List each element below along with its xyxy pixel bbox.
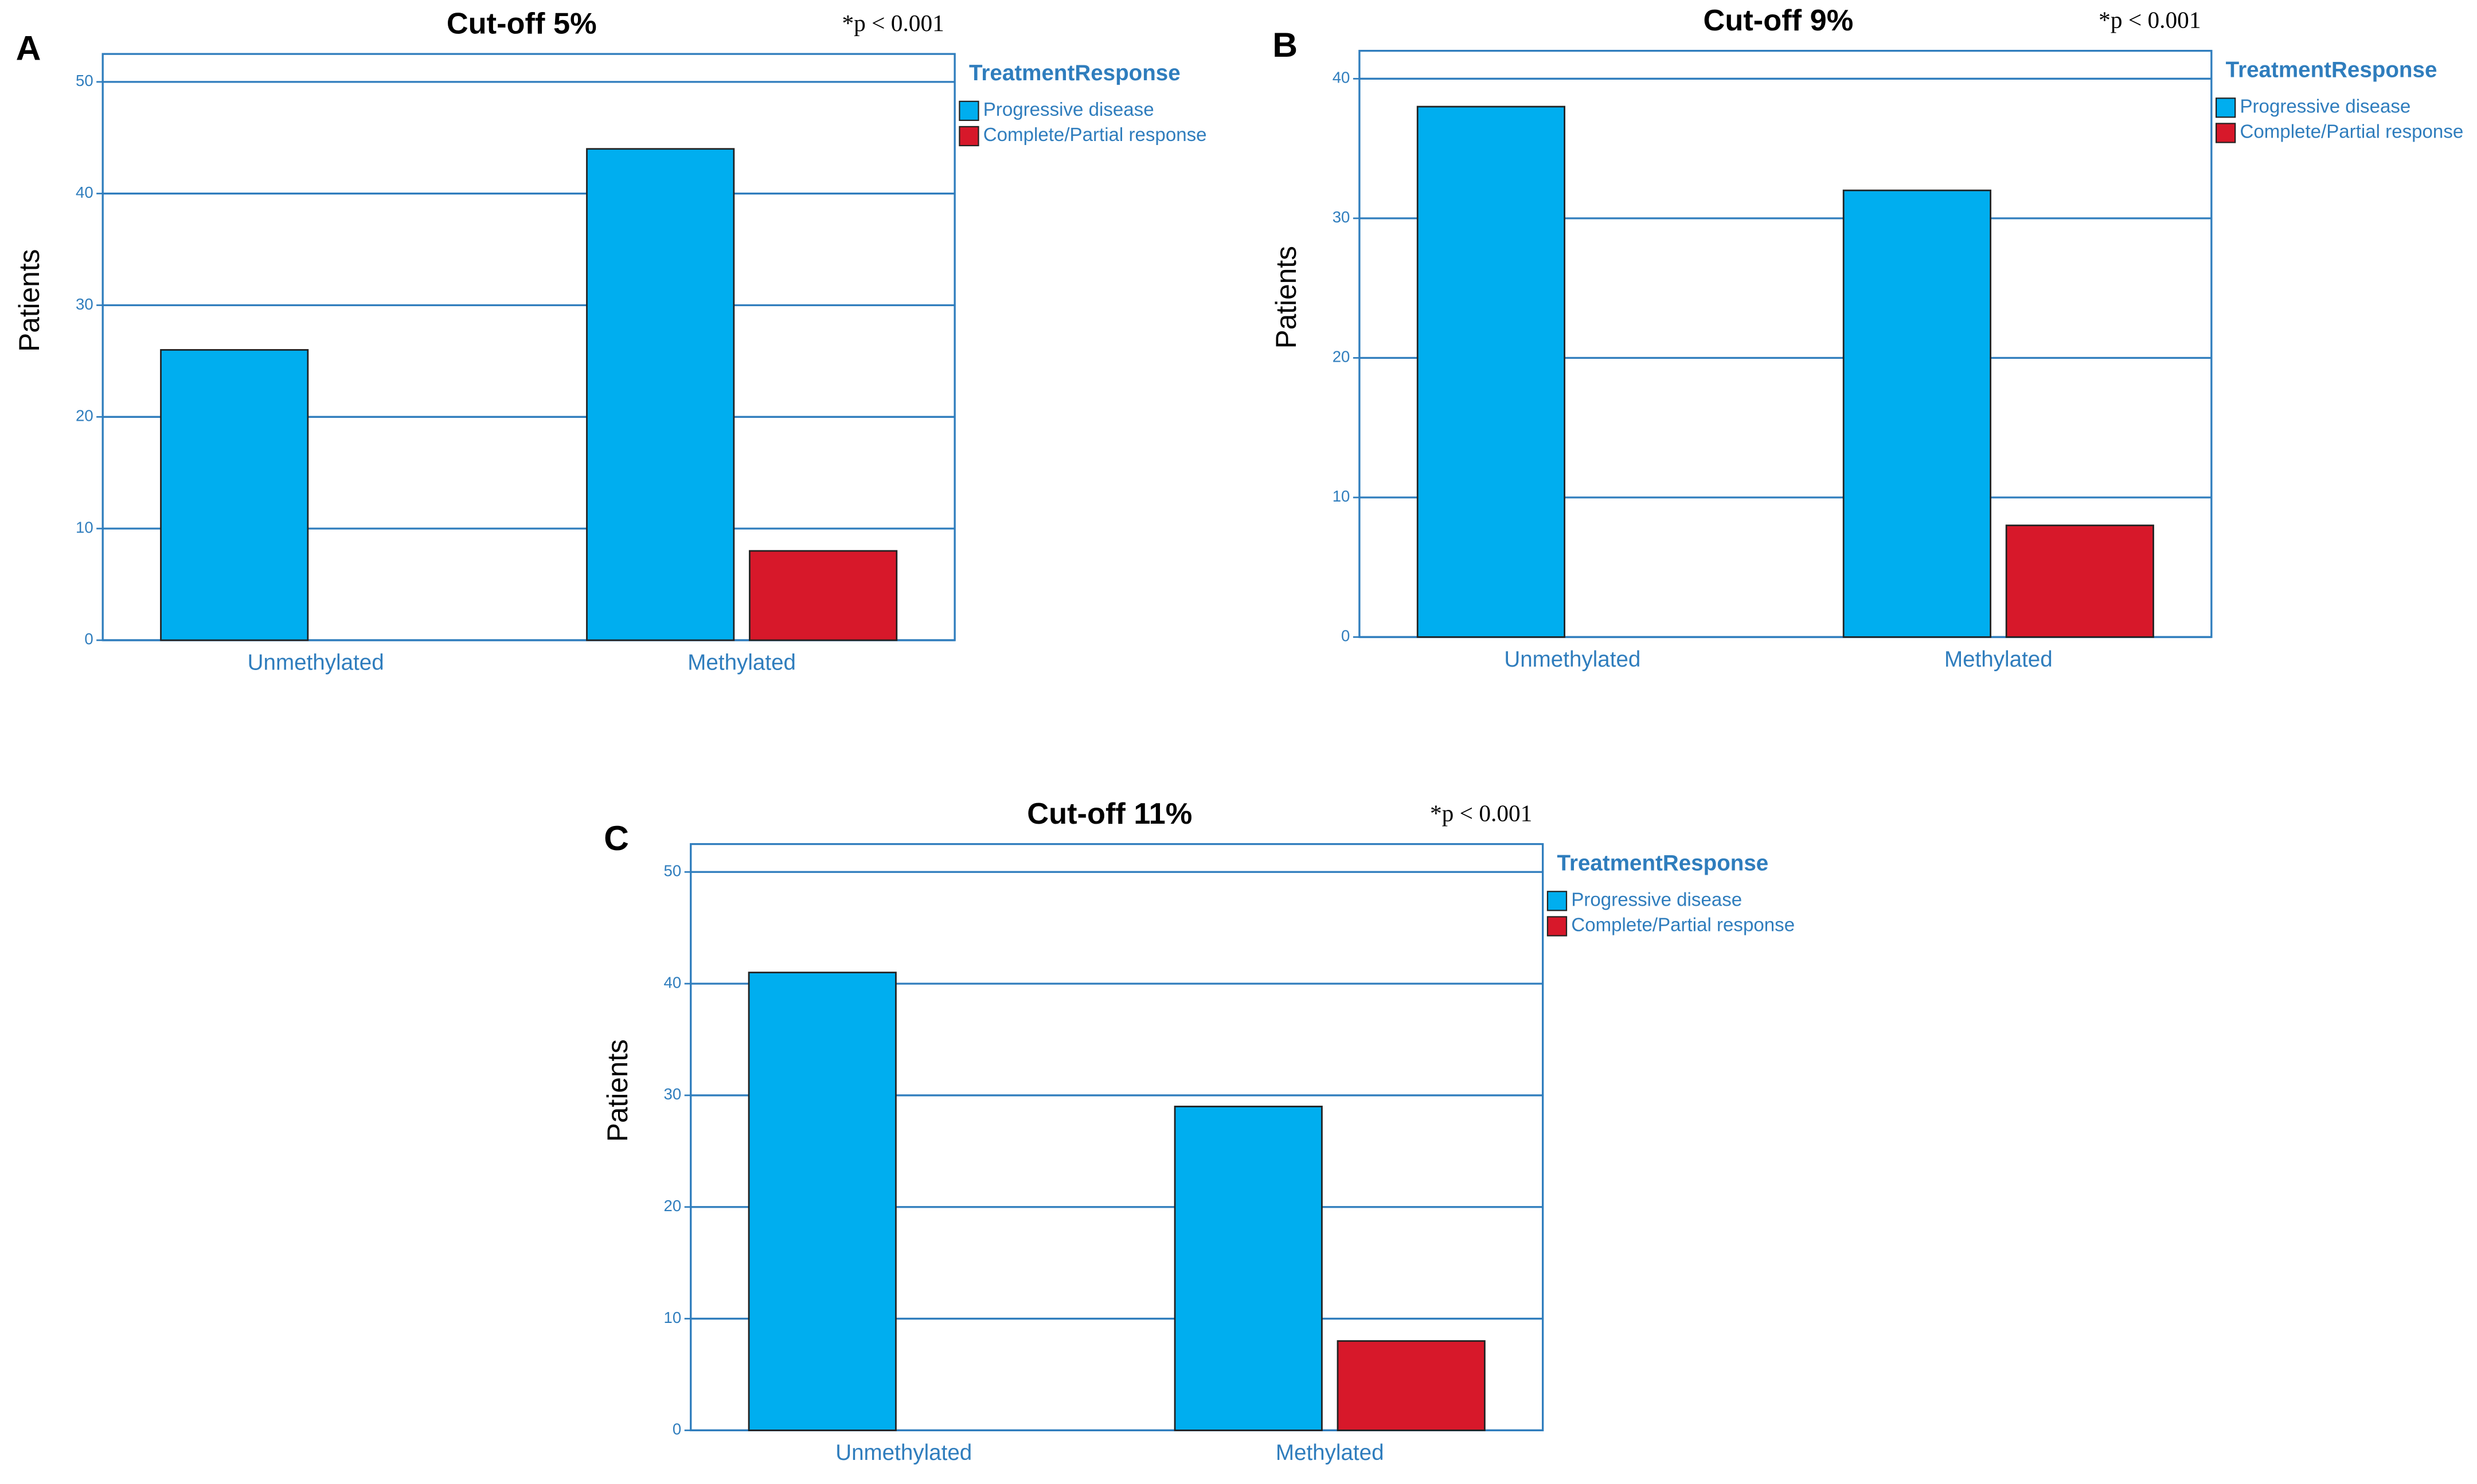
- annotation: *p < 0.001: [1430, 800, 1532, 826]
- bar: [749, 550, 898, 641]
- panel-label: A: [16, 29, 41, 68]
- x-tick-label: Methylated: [1276, 1440, 1384, 1465]
- legend-swatch: [1546, 916, 1568, 937]
- legend-title: TreatmentResponse: [2226, 58, 2437, 83]
- legend-label: Complete/Partial response: [983, 124, 1207, 146]
- y-tick-label: 40: [76, 183, 93, 201]
- y-tick-label: 20: [1333, 348, 1350, 366]
- chart-title: Cut-off 5%: [447, 7, 597, 40]
- panel-label: C: [604, 819, 629, 857]
- bar: [1174, 1106, 1323, 1431]
- bar: [1337, 1340, 1486, 1431]
- chart-panel: A Cut-off 5% *p < 0.001 Patients 0 10 20 30 40 50…: [13, 7, 1206, 675]
- panel-label: B: [1272, 25, 1298, 64]
- legend-label: Progressive disease: [2240, 96, 2410, 118]
- y-tick-label: 30: [1333, 208, 1350, 226]
- y-tick-label: 0: [84, 630, 93, 648]
- x-tick-label: Unmethylated: [835, 1440, 972, 1465]
- legend-swatch: [2216, 97, 2236, 118]
- x-tick-label: Methylated: [687, 650, 796, 675]
- y-tick-label: 40: [664, 973, 682, 991]
- legend-label: Progressive disease: [1571, 890, 1742, 911]
- legend-label: Progressive disease: [983, 99, 1154, 120]
- y-tick-label: 20: [664, 1197, 682, 1215]
- bar: [1842, 189, 1991, 638]
- chart-panel: C Cut-off 11% *p < 0.001 Patients 0 10 20 30 40 5…: [601, 797, 1795, 1465]
- x-tick-label: Unmethylated: [248, 650, 384, 675]
- x-tick-label: Methylated: [1944, 647, 2053, 672]
- legend-title: TreatmentResponse: [969, 61, 1181, 85]
- y-axis-label: Patients: [601, 1039, 634, 1142]
- legend-label: Complete/Partial response: [2240, 122, 2463, 143]
- y-axis-label: Patients: [13, 249, 45, 352]
- y-tick-label: 0: [673, 1420, 681, 1438]
- legend-swatch: [959, 126, 979, 147]
- annotation: *p < 0.001: [842, 10, 944, 36]
- plot-frame: [1358, 49, 2213, 639]
- y-tick-label: 50: [664, 862, 682, 880]
- legend-title: TreatmentResponse: [1557, 851, 1769, 876]
- annotation: *p < 0.001: [2099, 6, 2201, 33]
- legend-swatch: [959, 100, 979, 122]
- y-tick-label: 50: [76, 72, 93, 89]
- legend-label: Complete/Partial response: [1571, 915, 1795, 936]
- bar: [2005, 524, 2154, 638]
- y-tick-label: 40: [1333, 69, 1350, 87]
- y-tick-label: 10: [664, 1309, 682, 1326]
- y-tick-label: 0: [1341, 627, 1350, 645]
- chart-panel: B Cut-off 9% *p < 0.001 Patients 0 10 20 30 40 Un…: [1270, 4, 2463, 672]
- chart-title: Cut-off 9%: [1704, 4, 1854, 37]
- plot-frame: [101, 53, 956, 641]
- y-axis-label: Patients: [1270, 246, 1302, 349]
- bar: [1416, 105, 1565, 638]
- y-tick-label: 10: [76, 518, 93, 536]
- plot-frame: [690, 843, 1544, 1432]
- bar: [748, 972, 897, 1431]
- legend-swatch: [1546, 891, 1568, 911]
- y-tick-label: 10: [1333, 487, 1350, 505]
- bar: [160, 349, 309, 641]
- y-tick-label: 30: [664, 1085, 682, 1103]
- chart-title: Cut-off 11%: [1027, 797, 1192, 831]
- x-tick-label: Unmethylated: [1504, 647, 1640, 672]
- y-tick-label: 20: [76, 407, 93, 425]
- y-tick-label: 30: [76, 295, 93, 313]
- legend-swatch: [2216, 123, 2236, 143]
- bar: [586, 148, 735, 641]
